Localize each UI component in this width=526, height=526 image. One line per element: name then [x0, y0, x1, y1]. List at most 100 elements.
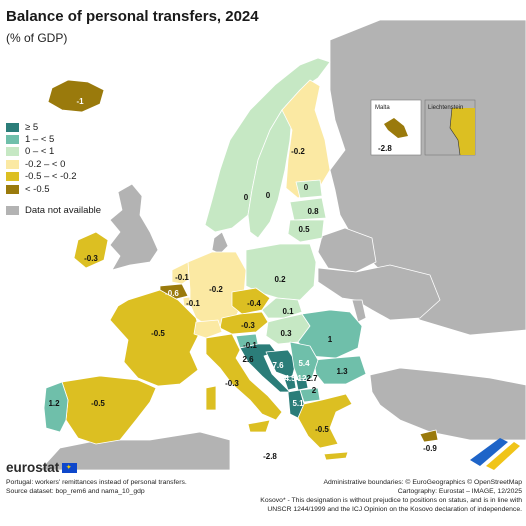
legend-label: 0 – < 1: [25, 146, 55, 158]
region-montenegro: [283, 375, 297, 391]
credits-block: Administrative boundaries: © EuroGeograp…: [246, 478, 522, 514]
region-denmark: [211, 231, 229, 255]
region-spain: [61, 375, 157, 445]
region-romania: [297, 309, 363, 359]
label-luxembourg: -0.1: [186, 299, 200, 308]
label-france: -0.5: [151, 329, 165, 338]
region-ireland: [73, 231, 109, 269]
label-ireland: -0.3: [84, 254, 98, 263]
region-sicily: [247, 419, 271, 433]
region-sardinia: [205, 385, 217, 411]
legend-item: 0 – < 1: [6, 146, 101, 158]
label-slovakia: 0.1: [282, 307, 294, 316]
eurostat-swoosh-icon: [470, 438, 520, 470]
label-cyprus: -0.9: [423, 444, 437, 453]
legend-item: ≥ 5: [6, 121, 101, 133]
legend-swatch-na: [6, 206, 19, 216]
region-ukraine: [317, 264, 441, 321]
footnote-block: Portugal: workers' remittances instead o…: [6, 478, 187, 496]
legend-swatch: [6, 147, 19, 157]
region-estonia: [295, 179, 323, 199]
label-finland: -0.2: [291, 147, 305, 156]
region-bosnia: [265, 349, 297, 379]
label-greece: -0.5: [315, 425, 329, 434]
eurostat-logo: eurostat: [6, 460, 78, 475]
footnote: Portugal: workers' remittances instead o…: [6, 479, 187, 486]
region-bulgaria: [313, 355, 367, 385]
region-uk: [109, 183, 159, 271]
legend-label: ≥ 5: [25, 121, 39, 133]
legend-swatch: [6, 172, 19, 182]
legend-swatch: [6, 122, 19, 132]
label-norway: 0: [244, 193, 249, 202]
label-serbia: 2.7: [306, 374, 318, 383]
region-croatia: [239, 343, 291, 393]
region-liechtenstein-border: [449, 107, 461, 156]
legend-swatch: [6, 184, 19, 194]
label-lithuania: 0.5: [298, 225, 310, 234]
region-finland: [281, 79, 331, 199]
region-crete: [323, 451, 349, 461]
label-malta-mainland: -2.8: [263, 452, 277, 461]
label-bulgaria: 1.3: [336, 367, 348, 376]
label-sweden: 0: [266, 191, 271, 200]
legend-label: -0.2 – < 0: [25, 158, 66, 170]
region-latvia: [289, 197, 327, 221]
region-moldova: [351, 299, 367, 323]
legend-label: 1 – < 5: [25, 134, 55, 146]
source-note: Source dataset: bop_rem6 and nama_10_gdp: [6, 488, 145, 495]
label-hungary: 0.3: [280, 329, 292, 338]
eurostat-logo-text: eurostat: [6, 460, 60, 475]
legend-item-na: Data not available: [6, 204, 101, 216]
region-cyprus: [419, 429, 439, 443]
label-belgium: -0.6: [165, 289, 179, 298]
region-portugal: [43, 381, 69, 433]
region-turkey: [369, 367, 526, 441]
label-iceland: -1: [76, 97, 84, 106]
region-belarus: [317, 227, 377, 273]
credit-line: Cartography: Eurostat – IMAGE, 12/2025: [397, 488, 522, 495]
region-luxembourg: [182, 296, 191, 307]
eu-flag-icon: [62, 462, 78, 473]
label-portugal: 1.2: [48, 399, 60, 408]
label-bosnia: 5.4: [298, 359, 310, 368]
region-kosovo: [295, 377, 309, 391]
label-romania: 1: [328, 335, 333, 344]
region-lithuania: [287, 219, 325, 243]
region-france: [109, 289, 201, 387]
region-austria: [219, 311, 269, 335]
label-montenegro: 4.5: [284, 374, 296, 383]
inset-malta-label: -2.8: [378, 144, 392, 153]
region-iceland: [47, 79, 105, 113]
region-slovakia: [261, 297, 303, 319]
label-croatia: 7.6: [272, 361, 284, 370]
legend-label: < -0.5: [25, 183, 50, 195]
label-netherlands: -0.1: [175, 273, 189, 282]
label-italy: -0.3: [225, 379, 239, 388]
map-title: Balance of personal transfers, 2024: [6, 8, 259, 25]
legend-item: -0.5 – < -0.2: [6, 171, 101, 183]
label-germany: -0.2: [209, 285, 223, 294]
label-latvia: 0.8: [307, 207, 319, 216]
region-sweden: [247, 109, 293, 239]
credit-line: Administrative boundaries: © EuroGeograp…: [323, 479, 522, 486]
credit-line: Kosovo* - This designation is without pr…: [260, 497, 522, 504]
region-north-africa: [39, 431, 231, 471]
legend-item: -0.2 – < 0: [6, 158, 101, 170]
legend-item: 1 – < 5: [6, 133, 101, 145]
label-estonia: 0: [304, 183, 309, 192]
label-poland: 0.2: [274, 275, 286, 284]
label-switzerland: -0.1: [243, 341, 257, 350]
label-czechia: -0.4: [247, 299, 261, 308]
legend-label-na: Data not available: [25, 205, 102, 217]
map-legend: ≥ 5 1 – < 5 0 – < 1 -0.2 – < 0 -0.5 – < …: [6, 121, 101, 217]
label-kosovo: 12: [298, 374, 307, 383]
region-italy: [205, 333, 283, 421]
label-austria: -0.3: [241, 321, 255, 330]
region-serbia: [289, 341, 319, 385]
region-greece: [297, 393, 353, 449]
region-malta-inset: [384, 118, 408, 138]
legend-item: < -0.5: [6, 183, 101, 195]
region-switzerland: [193, 319, 223, 339]
